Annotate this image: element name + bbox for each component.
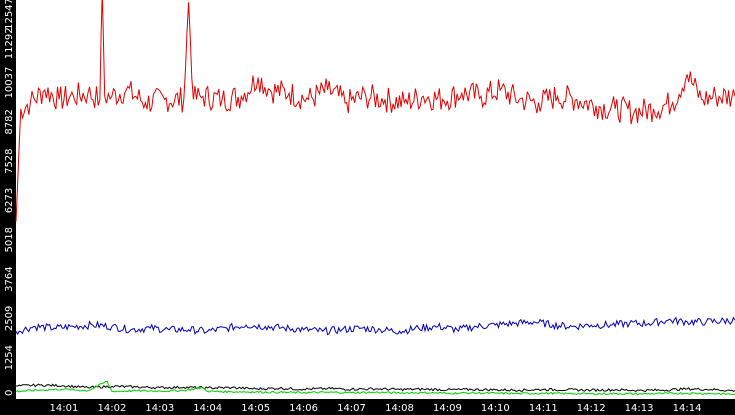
y-tick-label: 7528 [4,148,15,173]
y-tick-label: 2509 [4,306,15,331]
y-tick-label: 11292 [4,27,15,59]
x-tick-label: 14:07 [337,403,366,414]
x-tick-label: 14:08 [385,403,414,414]
y-tick-label: 12547 [4,0,15,30]
series-green-line [15,380,735,396]
x-tick-label: 14:05 [241,403,270,414]
y-tick-label: 0 [4,390,15,396]
x-tick-label: 14:06 [289,403,318,414]
x-tick-label: 14:01 [49,403,78,414]
y-tick-label: 5018 [4,227,15,252]
x-tick-label: 14:14 [673,403,702,414]
y-tick-label: 1254 [4,345,15,370]
x-tick-label: 14:13 [625,403,654,414]
x-tick-label: 14:03 [145,403,174,414]
series-black-line [16,383,735,393]
x-tick-labels: 14:01 14:02 14:03 14:04 14:05 14:06 14:07 14:08… [49,403,701,414]
series-layer [15,0,735,396]
y-axis-band [0,0,16,415]
x-tick-label: 14:10 [481,403,510,414]
x-axis-band [0,399,735,415]
x-tick-label: 14:02 [97,403,126,414]
y-tick-label: 10037 [4,67,15,99]
x-tick-label: 14:11 [529,403,558,414]
series-red-line [15,0,735,222]
y-tick-label: 6273 [4,188,15,213]
y-tick-label: 3764 [4,266,15,291]
y-tick-labels: 0 1254 2509 3764 5018 6273 7528 8782 10037 112921… [4,0,15,396]
x-tick-label: 14:09 [433,403,462,414]
plot-area [16,0,735,399]
x-tick-label: 14:04 [193,403,222,414]
series-blue-line [15,316,735,336]
x-tick-label: 14:12 [577,403,606,414]
y-tick-label: 8782 [4,109,15,134]
